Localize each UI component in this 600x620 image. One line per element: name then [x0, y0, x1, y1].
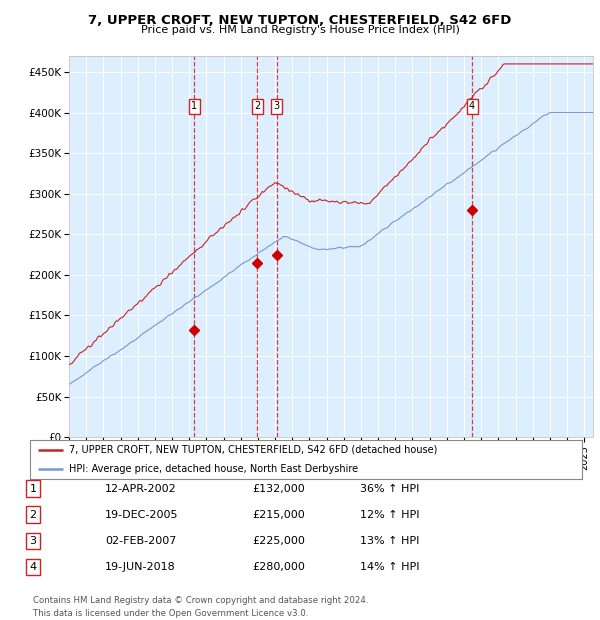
Text: 12% ↑ HPI: 12% ↑ HPI [360, 510, 419, 520]
Text: 2: 2 [254, 101, 260, 111]
Text: 4: 4 [469, 101, 475, 111]
Text: 02-FEB-2007: 02-FEB-2007 [105, 536, 176, 546]
Text: £132,000: £132,000 [252, 484, 305, 494]
Text: 19-JUN-2018: 19-JUN-2018 [105, 562, 176, 572]
Text: 1: 1 [29, 484, 37, 494]
Text: 4: 4 [29, 562, 37, 572]
Text: Price paid vs. HM Land Registry's House Price Index (HPI): Price paid vs. HM Land Registry's House … [140, 25, 460, 35]
Text: 1: 1 [191, 101, 197, 111]
Text: £280,000: £280,000 [252, 562, 305, 572]
Text: 7, UPPER CROFT, NEW TUPTON, CHESTERFIELD, S42 6FD: 7, UPPER CROFT, NEW TUPTON, CHESTERFIELD… [88, 14, 512, 27]
Text: HPI: Average price, detached house, North East Derbyshire: HPI: Average price, detached house, Nort… [68, 464, 358, 474]
Text: 3: 3 [29, 536, 37, 546]
Text: 3: 3 [274, 101, 280, 111]
Text: 13% ↑ HPI: 13% ↑ HPI [360, 536, 419, 546]
Text: 12-APR-2002: 12-APR-2002 [105, 484, 177, 494]
Text: Contains HM Land Registry data © Crown copyright and database right 2024.
This d: Contains HM Land Registry data © Crown c… [33, 596, 368, 618]
Text: £225,000: £225,000 [252, 536, 305, 546]
Text: 14% ↑ HPI: 14% ↑ HPI [360, 562, 419, 572]
Text: 2: 2 [29, 510, 37, 520]
Text: 7, UPPER CROFT, NEW TUPTON, CHESTERFIELD, S42 6FD (detached house): 7, UPPER CROFT, NEW TUPTON, CHESTERFIELD… [68, 445, 437, 455]
Text: 36% ↑ HPI: 36% ↑ HPI [360, 484, 419, 494]
Text: £215,000: £215,000 [252, 510, 305, 520]
Text: 19-DEC-2005: 19-DEC-2005 [105, 510, 179, 520]
